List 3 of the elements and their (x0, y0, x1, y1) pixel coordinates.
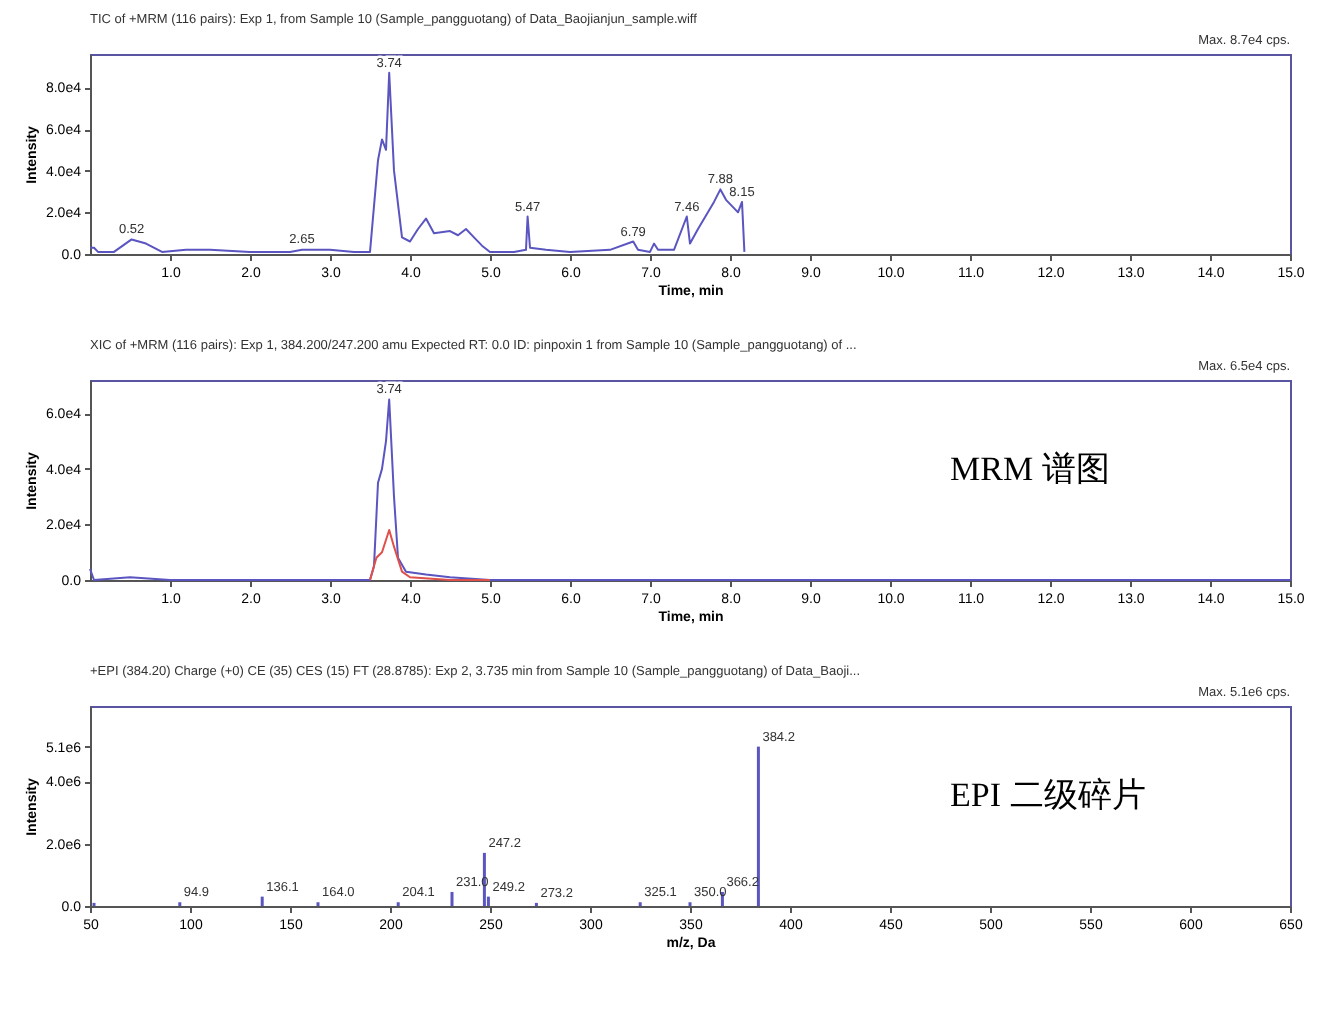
annotation: EPI 二级碎片 (950, 776, 1146, 814)
line-series (369, 529, 491, 581)
annotation: MRM 谱图 (950, 450, 1110, 488)
